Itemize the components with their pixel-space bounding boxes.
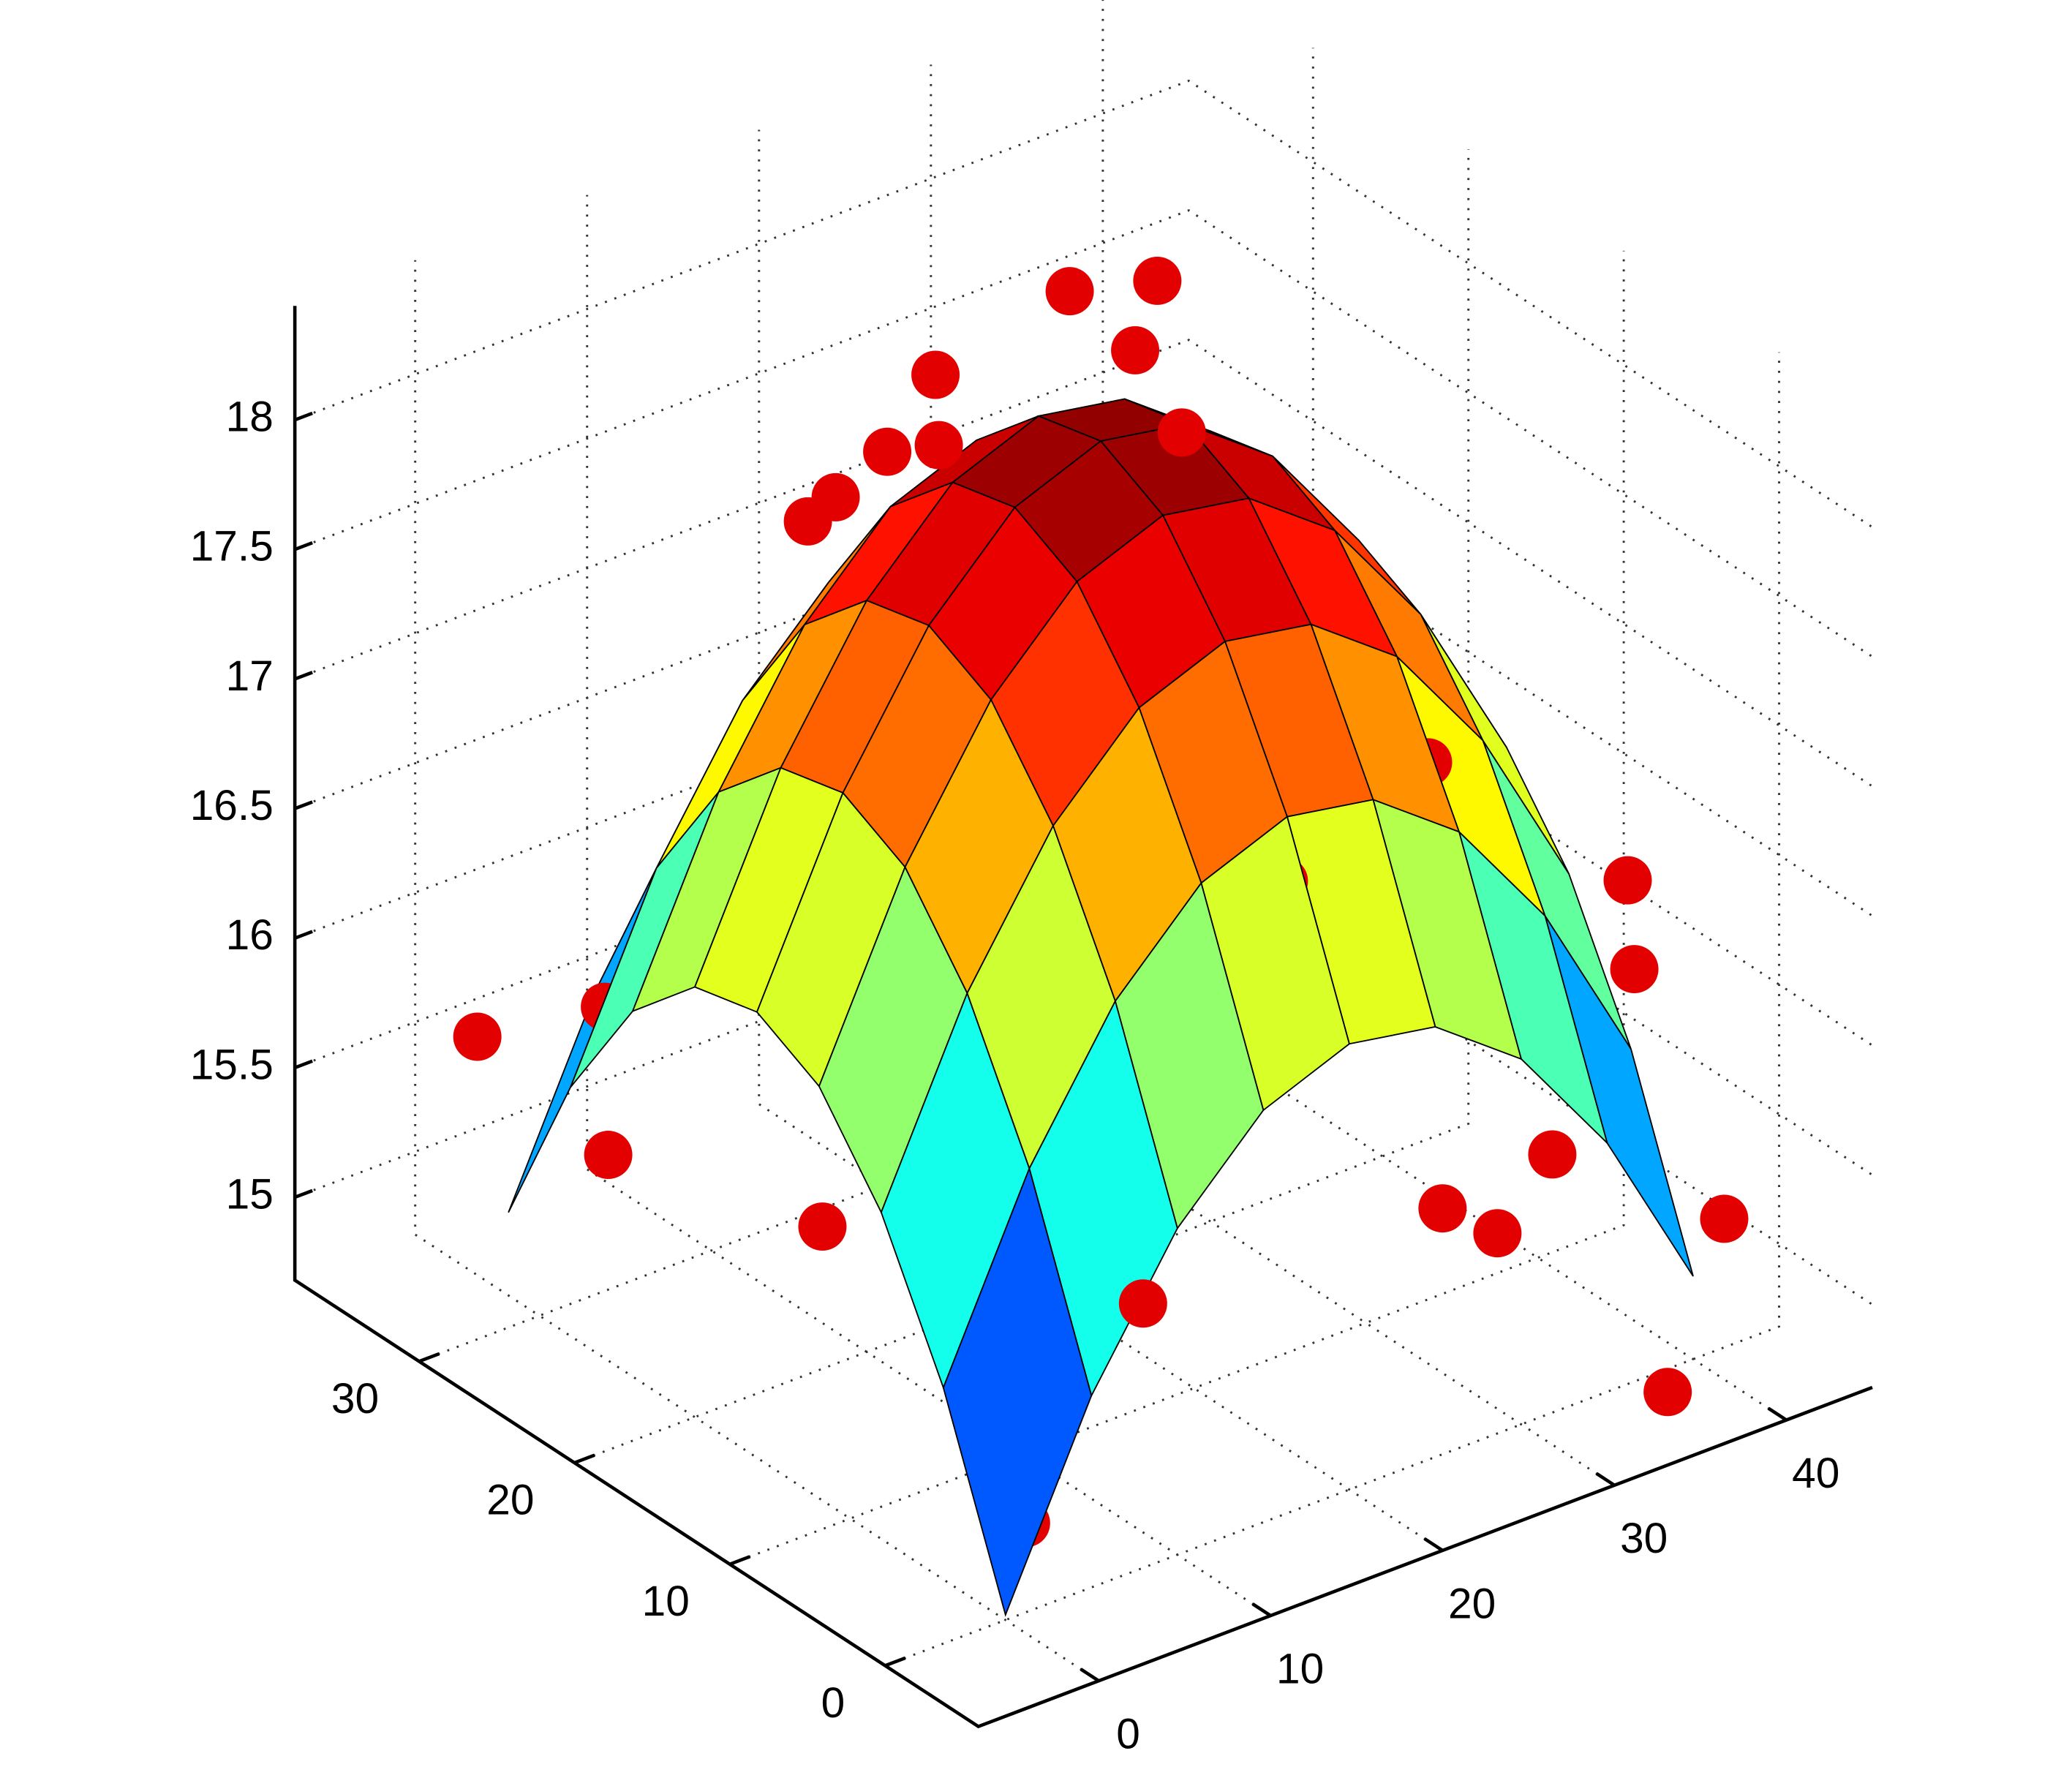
z-tick — [294, 411, 313, 422]
grid-line — [414, 260, 1100, 1682]
scatter-point — [911, 350, 960, 399]
grid-line — [573, 149, 1470, 1464]
scatter-point — [1528, 1130, 1577, 1179]
z-tick — [294, 671, 313, 681]
x-tick-label: 40 — [1792, 1450, 1839, 1497]
scatter-point — [1045, 267, 1094, 316]
scatter-point — [584, 1131, 633, 1180]
scatter-point — [1643, 1368, 1692, 1417]
scatter-point — [453, 1012, 502, 1061]
scatter-point — [811, 472, 860, 521]
scatter-point — [798, 1202, 847, 1251]
y-tick-label: 0 — [821, 1679, 845, 1727]
z-tick-label: 15 — [226, 1171, 274, 1218]
scatter-point — [863, 427, 912, 476]
x-tick — [1767, 1406, 1787, 1422]
y-tick — [729, 1555, 751, 1566]
scatter-point — [1111, 325, 1160, 374]
grid-line — [294, 209, 1873, 658]
x-tick — [1080, 1668, 1100, 1683]
x-tick — [1251, 1602, 1272, 1617]
scatter-point — [1118, 1279, 1167, 1328]
surface-patch — [508, 867, 658, 1213]
grid-line — [294, 339, 1873, 788]
z-tick-label: 18 — [226, 393, 274, 441]
z-tick — [294, 1188, 313, 1199]
scatter-point — [1157, 408, 1206, 457]
x-tick-label: 30 — [1620, 1515, 1668, 1562]
y-tick — [884, 1656, 906, 1668]
x-tick-label: 20 — [1448, 1580, 1496, 1627]
z-tick — [294, 541, 313, 551]
z-tick — [294, 930, 313, 940]
scatter-point — [1603, 856, 1652, 905]
scatter-point — [914, 421, 963, 470]
z-tick-label: 16 — [226, 911, 274, 959]
x-tick-label: 0 — [1116, 1711, 1140, 1758]
y-tick-label: 10 — [642, 1578, 690, 1625]
z-tick-label: 17 — [226, 652, 274, 700]
z-tick — [294, 800, 313, 810]
y-tick-label: 30 — [331, 1375, 379, 1423]
scatter-point — [1610, 945, 1659, 994]
z-tick-label: 15.5 — [190, 1041, 274, 1088]
grid-line — [294, 79, 1873, 528]
grid-line — [884, 352, 1780, 1667]
scatter-point — [1133, 256, 1182, 305]
scatter-point — [1418, 1184, 1467, 1233]
axis-line — [293, 306, 1873, 1729]
x-tick — [1595, 1472, 1616, 1487]
grid-line — [930, 64, 1616, 1486]
scatter-point — [1473, 1209, 1522, 1258]
z-tick — [294, 1059, 313, 1070]
y-tick — [418, 1352, 440, 1363]
grid-line — [1101, 0, 1787, 1421]
y-tick — [573, 1453, 595, 1465]
x-tick-label: 10 — [1276, 1646, 1324, 1693]
z-tick-label: 17.5 — [190, 523, 274, 570]
grid-line — [758, 129, 1444, 1552]
y-tick-label: 20 — [486, 1477, 534, 1524]
z-tick-label: 16.5 — [190, 782, 274, 829]
grid-line — [729, 250, 1625, 1566]
surface-patch — [942, 1166, 1093, 1617]
x-tick — [1423, 1537, 1444, 1552]
scatter-point — [1700, 1194, 1749, 1243]
